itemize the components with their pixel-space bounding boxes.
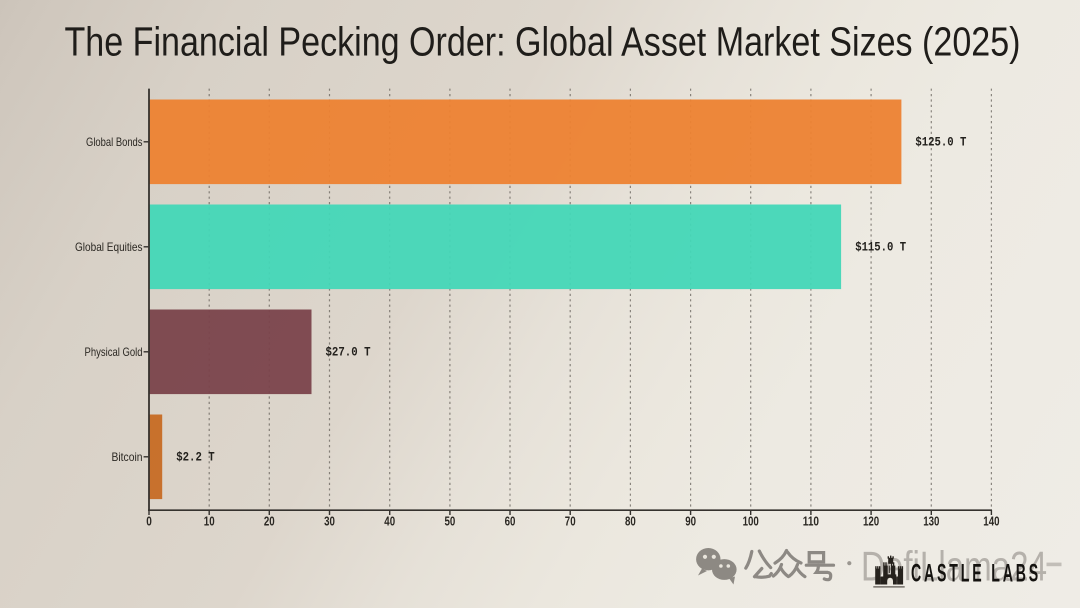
svg-text:Physical Gold: Physical Gold <box>85 346 143 359</box>
svg-text:Global Bonds: Global Bonds <box>86 136 143 149</box>
svg-text:Global Equities: Global Equities <box>75 241 143 254</box>
svg-text:10: 10 <box>204 513 215 528</box>
svg-text:110: 110 <box>803 513 819 528</box>
svg-text:$2.2 T: $2.2 T <box>176 449 215 464</box>
svg-text:120: 120 <box>863 513 879 528</box>
svg-text:CASTLE LABS: CASTLE LABS <box>911 560 1041 588</box>
svg-text:0: 0 <box>146 513 152 528</box>
svg-text:Bitcoin: Bitcoin <box>112 451 143 464</box>
svg-text:70: 70 <box>565 513 576 528</box>
svg-text:60: 60 <box>505 513 516 528</box>
svg-text:$115.0 T: $115.0 T <box>855 239 906 254</box>
svg-text:$27.0 T: $27.0 T <box>326 344 371 359</box>
svg-text:The Financial Pecking Order: G: The Financial Pecking Order: Global Asse… <box>65 19 1021 65</box>
svg-text:$125.0 T: $125.0 T <box>915 134 966 149</box>
svg-text:140: 140 <box>983 513 999 528</box>
svg-text:90: 90 <box>685 513 696 528</box>
svg-text:40: 40 <box>384 513 395 528</box>
svg-text:100: 100 <box>743 513 759 528</box>
svg-text:20: 20 <box>264 513 275 528</box>
svg-text:30: 30 <box>324 513 335 528</box>
svg-text:80: 80 <box>625 513 636 528</box>
svg-text:130: 130 <box>923 513 939 528</box>
svg-text:50: 50 <box>445 513 456 528</box>
